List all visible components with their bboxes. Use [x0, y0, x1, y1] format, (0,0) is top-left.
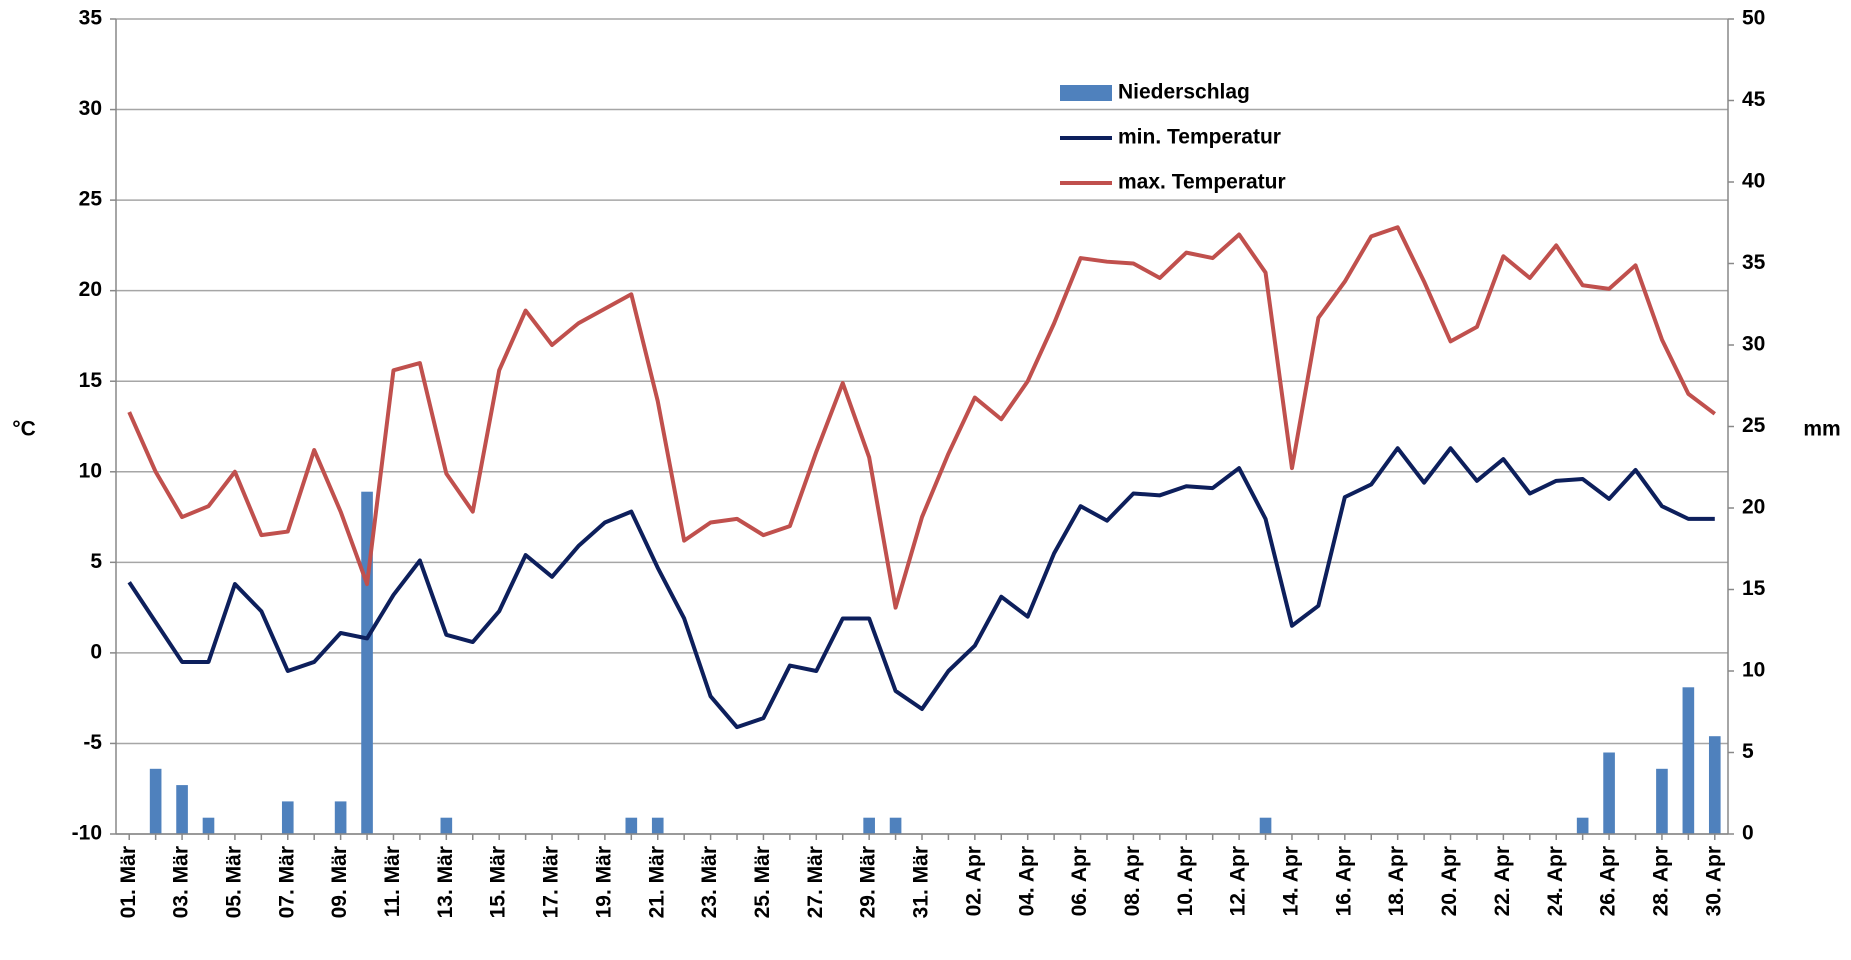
bar	[202, 817, 215, 834]
x-tick-label: 16. Apr	[1332, 846, 1355, 916]
y-tick-label: 25	[79, 188, 103, 211]
y-tick-label: 15	[79, 369, 103, 392]
x-tick-label: 06. Apr	[1068, 846, 1091, 916]
bar	[1708, 736, 1721, 834]
x-tick-label: 31. Mär	[910, 846, 933, 918]
bar	[1576, 817, 1589, 834]
bar	[625, 817, 638, 834]
x-tick-label: 30. Apr	[1702, 846, 1725, 916]
y2-tick-label: 25	[1742, 414, 1766, 437]
y2-tick-label: 20	[1742, 496, 1765, 519]
bar	[1656, 768, 1668, 834]
x-tick-label: 08. Apr	[1121, 846, 1144, 916]
y2-tick-label: 45	[1742, 88, 1766, 111]
x-tick-label: 27. Mär	[804, 846, 827, 918]
x-tick-label: 12. Apr	[1227, 846, 1250, 916]
x-tick-label: 07. Mär	[275, 846, 298, 918]
bar	[334, 801, 347, 834]
bar	[1603, 752, 1615, 834]
legend-label: Niederschlag	[1118, 81, 1250, 104]
x-tick-label: 10. Apr	[1174, 846, 1197, 916]
x-tick-label: 11. Mär	[381, 846, 404, 917]
legend-label: min. Temperatur	[1118, 126, 1281, 149]
y2-tick-label: 15	[1742, 577, 1766, 600]
bar	[281, 801, 294, 834]
y-tick-label: -5	[83, 731, 102, 754]
y2-tick-label: 35	[1742, 251, 1766, 274]
y2-tick-label: 5	[1742, 740, 1754, 763]
bar	[1682, 687, 1695, 834]
y2-tick-label: 10	[1742, 659, 1765, 682]
bar	[149, 768, 162, 834]
x-tick-label: 14. Apr	[1280, 846, 1303, 916]
bar	[440, 817, 453, 834]
bar	[889, 817, 902, 834]
x-tick-label: 15. Mär	[487, 846, 510, 918]
x-tick-label: 29. Mär	[857, 846, 880, 918]
x-tick-label: 05. Mär	[222, 846, 245, 918]
x-tick-label: 17. Mär	[540, 846, 563, 918]
y-tick-label: 5	[90, 550, 102, 573]
line	[127, 446, 1715, 730]
x-tick-label: 20. Apr	[1438, 846, 1461, 916]
y-tick-label: 10	[79, 459, 102, 482]
x-tick-label: 13. Mär	[434, 846, 457, 918]
y2-tick-label: 30	[1742, 333, 1765, 356]
x-tick-label: 18. Apr	[1385, 846, 1408, 916]
y-tick-label: -10	[72, 822, 102, 845]
y2-axis-label: mm	[1803, 418, 1840, 441]
x-tick-label: 04. Apr	[1015, 846, 1038, 916]
bar	[176, 785, 188, 834]
x-tick-label: 24. Apr	[1544, 846, 1567, 916]
x-tick-label: 26. Apr	[1597, 846, 1620, 916]
bar	[361, 491, 373, 834]
x-tick-label: 23. Mär	[698, 846, 721, 918]
bar	[1259, 817, 1272, 834]
y-axis-label: °C	[12, 418, 36, 441]
y-tick-label: 20	[79, 278, 102, 301]
x-tick-label: 21. Mär	[645, 846, 668, 918]
y-tick-label: 30	[79, 97, 102, 120]
x-tick-label: 22. Apr	[1491, 846, 1514, 916]
y-tick-label: 35	[79, 7, 103, 30]
x-tick-label: 19. Mär	[592, 846, 615, 918]
y-tick-label: 0	[90, 640, 102, 663]
x-tick-label: 28. Apr	[1649, 846, 1672, 916]
x-tick-label: 01. Mär	[117, 846, 140, 918]
bar	[651, 817, 664, 834]
x-tick-label: 25. Mär	[751, 846, 774, 918]
bar	[863, 817, 875, 834]
x-tick-label: 02. Apr	[962, 846, 985, 916]
y2-tick-label: 0	[1742, 822, 1754, 845]
legend-label: max. Temperatur	[1118, 171, 1286, 194]
x-tick-label: 09. Mär	[328, 846, 351, 918]
line	[127, 225, 1716, 610]
legend-swatch	[1060, 85, 1112, 101]
y2-tick-label: 50	[1742, 7, 1765, 30]
y2-tick-label: 40	[1742, 170, 1765, 193]
x-tick-label: 03. Mär	[170, 846, 193, 918]
